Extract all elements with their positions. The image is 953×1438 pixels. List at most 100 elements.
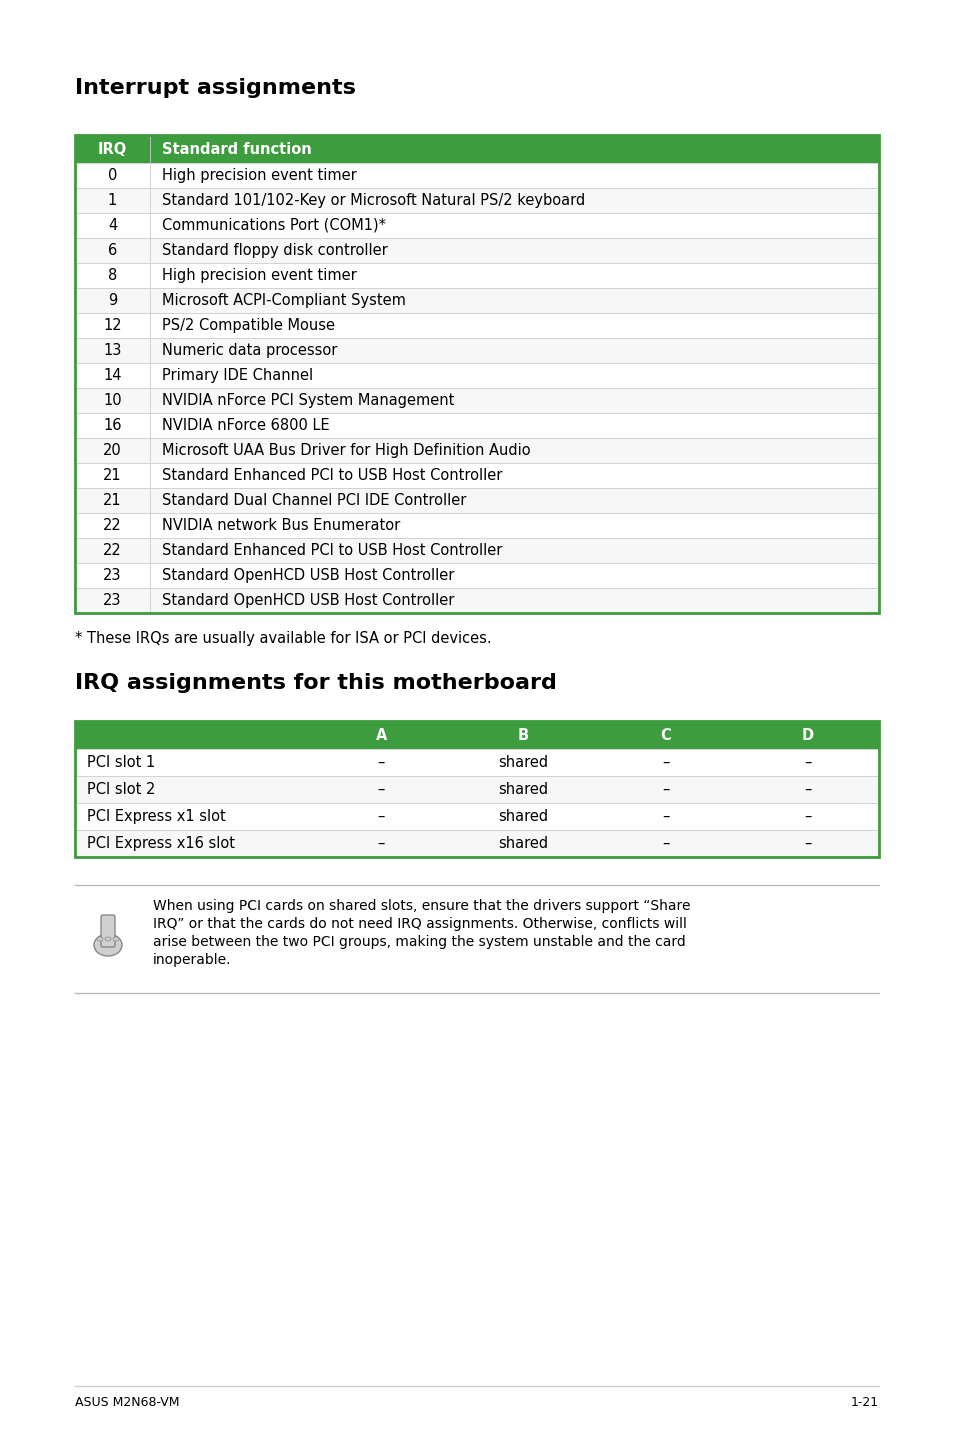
Bar	[75, 720, 878, 857]
Text: inoperable.: inoperable.	[152, 953, 232, 966]
Text: 4: 4	[108, 219, 117, 233]
Text: shared: shared	[497, 782, 548, 797]
Text: NVIDIA nForce PCI System Management: NVIDIA nForce PCI System Management	[162, 393, 454, 408]
Text: 21: 21	[103, 493, 122, 508]
Text: 21: 21	[103, 467, 122, 483]
Bar	[75, 463, 878, 487]
Text: PS/2 Compatible Mouse: PS/2 Compatible Mouse	[162, 318, 335, 334]
Text: 22: 22	[103, 544, 122, 558]
Text: ASUS M2N68-VM: ASUS M2N68-VM	[75, 1396, 179, 1409]
Text: 22: 22	[103, 518, 122, 533]
Text: Standard 101/102-Key or Microsoft Natural PS/2 keyboard: Standard 101/102-Key or Microsoft Natura…	[162, 193, 584, 209]
Bar	[75, 135, 878, 613]
Text: When using PCI cards on shared slots, ensure that the drivers support “Share: When using PCI cards on shared slots, en…	[152, 899, 690, 913]
Text: 8: 8	[108, 267, 117, 283]
Text: Standard Enhanced PCI to USB Host Controller: Standard Enhanced PCI to USB Host Contro…	[162, 544, 502, 558]
Bar	[75, 777, 878, 802]
Text: 23: 23	[103, 568, 122, 582]
Text: Communications Port (COM1)*: Communications Port (COM1)*	[162, 219, 386, 233]
Text: NVIDIA network Bus Enumerator: NVIDIA network Bus Enumerator	[162, 518, 400, 533]
Text: arise between the two PCI groups, making the system unstable and the card: arise between the two PCI groups, making…	[152, 935, 685, 949]
Text: High precision event timer: High precision event timer	[162, 168, 356, 183]
Text: –: –	[803, 782, 811, 797]
Bar	[75, 439, 878, 463]
Text: –: –	[377, 782, 384, 797]
Bar	[75, 749, 878, 777]
Text: D: D	[801, 728, 813, 742]
Bar	[75, 564, 878, 588]
Text: 14: 14	[103, 368, 122, 383]
Text: Numeric data processor: Numeric data processor	[162, 344, 337, 358]
Text: shared: shared	[497, 810, 548, 824]
Bar	[75, 720, 878, 749]
Text: 1-21: 1-21	[850, 1396, 878, 1409]
Text: Standard OpenHCD USB Host Controller: Standard OpenHCD USB Host Controller	[162, 592, 454, 608]
Text: 6: 6	[108, 243, 117, 257]
Text: 16: 16	[103, 418, 122, 433]
Ellipse shape	[112, 938, 119, 940]
Bar	[75, 313, 878, 338]
Bar	[75, 362, 878, 388]
Ellipse shape	[97, 938, 103, 940]
Text: B: B	[517, 728, 528, 742]
Ellipse shape	[105, 938, 111, 940]
Text: 9: 9	[108, 293, 117, 308]
Text: 0: 0	[108, 168, 117, 183]
Text: 12: 12	[103, 318, 122, 334]
Text: –: –	[803, 810, 811, 824]
Bar	[75, 188, 878, 213]
FancyBboxPatch shape	[101, 915, 115, 948]
Bar	[75, 588, 878, 613]
Bar	[75, 239, 878, 263]
Text: NVIDIA nForce 6800 LE: NVIDIA nForce 6800 LE	[162, 418, 330, 433]
Text: –: –	[377, 755, 384, 769]
Text: Standard OpenHCD USB Host Controller: Standard OpenHCD USB Host Controller	[162, 568, 454, 582]
Text: * These IRQs are usually available for ISA or PCI devices.: * These IRQs are usually available for I…	[75, 631, 491, 646]
Bar	[75, 802, 878, 830]
Text: –: –	[377, 835, 384, 851]
Bar	[75, 487, 878, 513]
Text: Interrupt assignments: Interrupt assignments	[75, 78, 355, 98]
Bar	[75, 413, 878, 439]
Text: –: –	[661, 782, 669, 797]
Text: –: –	[803, 755, 811, 769]
Text: PCI Express x16 slot: PCI Express x16 slot	[87, 835, 234, 851]
Text: 1: 1	[108, 193, 117, 209]
Bar	[75, 162, 878, 188]
Bar	[75, 513, 878, 538]
Text: IRQ assignments for this motherboard: IRQ assignments for this motherboard	[75, 673, 557, 693]
Text: 10: 10	[103, 393, 122, 408]
Bar	[75, 538, 878, 564]
Text: PCI slot 2: PCI slot 2	[87, 782, 155, 797]
Bar	[75, 288, 878, 313]
Text: –: –	[377, 810, 384, 824]
Text: A: A	[375, 728, 386, 742]
Text: C: C	[659, 728, 670, 742]
Text: High precision event timer: High precision event timer	[162, 267, 356, 283]
Text: –: –	[661, 810, 669, 824]
Text: 13: 13	[103, 344, 122, 358]
Text: Standard Enhanced PCI to USB Host Controller: Standard Enhanced PCI to USB Host Contro…	[162, 467, 502, 483]
Text: shared: shared	[497, 835, 548, 851]
Text: –: –	[661, 755, 669, 769]
Text: IRQ” or that the cards do not need IRQ assignments. Otherwise, conflicts will: IRQ” or that the cards do not need IRQ a…	[152, 917, 686, 930]
Text: Standard Dual Channel PCI IDE Controller: Standard Dual Channel PCI IDE Controller	[162, 493, 466, 508]
Bar	[75, 830, 878, 857]
Text: –: –	[803, 835, 811, 851]
Text: 20: 20	[103, 443, 122, 457]
Text: Standard floppy disk controller: Standard floppy disk controller	[162, 243, 387, 257]
Text: PCI Express x1 slot: PCI Express x1 slot	[87, 810, 226, 824]
Text: shared: shared	[497, 755, 548, 769]
Bar	[75, 135, 878, 162]
Text: IRQ: IRQ	[98, 141, 127, 157]
Bar	[75, 263, 878, 288]
Text: Microsoft ACPI-Compliant System: Microsoft ACPI-Compliant System	[162, 293, 405, 308]
Text: 23: 23	[103, 592, 122, 608]
Bar	[75, 213, 878, 239]
Text: Primary IDE Channel: Primary IDE Channel	[162, 368, 313, 383]
Text: Standard function: Standard function	[162, 141, 312, 157]
Bar	[75, 388, 878, 413]
Text: –: –	[661, 835, 669, 851]
Bar	[75, 338, 878, 362]
Ellipse shape	[94, 935, 122, 956]
